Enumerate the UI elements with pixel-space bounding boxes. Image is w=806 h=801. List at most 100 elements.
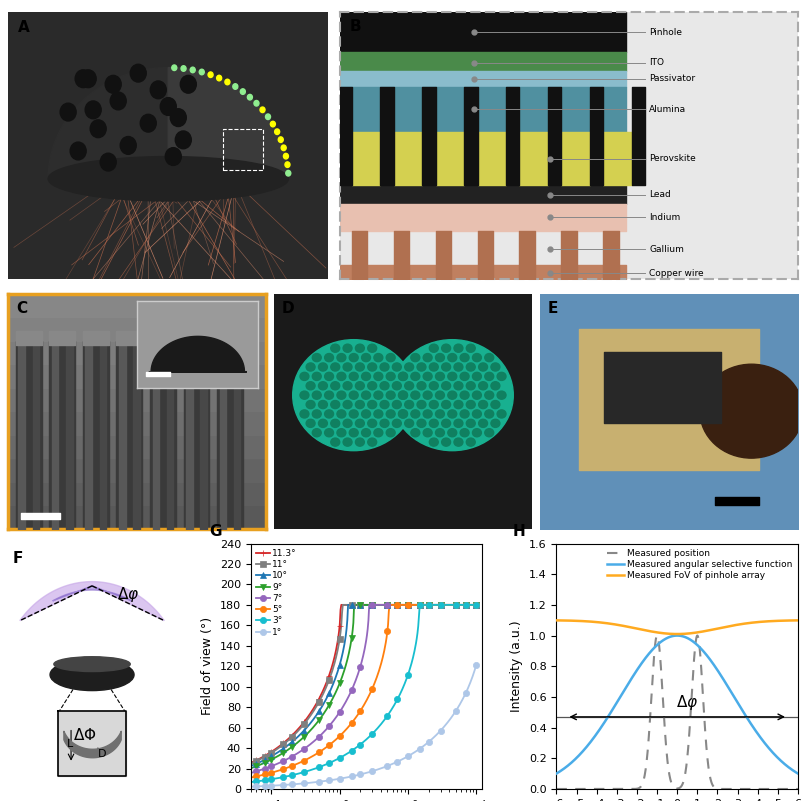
Circle shape — [181, 75, 197, 93]
Circle shape — [700, 364, 803, 458]
Circle shape — [330, 363, 339, 371]
Circle shape — [454, 419, 463, 428]
Circle shape — [442, 382, 451, 390]
Circle shape — [306, 400, 315, 409]
Circle shape — [411, 353, 420, 362]
Circle shape — [435, 391, 444, 399]
Circle shape — [217, 75, 222, 81]
Circle shape — [286, 171, 291, 176]
Circle shape — [442, 344, 451, 352]
Circle shape — [300, 391, 309, 399]
Circle shape — [260, 107, 265, 113]
Text: Perovskite: Perovskite — [649, 155, 696, 163]
Circle shape — [430, 363, 438, 371]
Circle shape — [423, 429, 432, 437]
Measured position — [576, 784, 586, 794]
Circle shape — [343, 382, 352, 390]
Circle shape — [325, 429, 334, 437]
Circle shape — [349, 353, 358, 362]
Circle shape — [312, 410, 322, 418]
Circle shape — [448, 429, 457, 437]
Circle shape — [405, 419, 413, 428]
Text: $\Delta\varphi$: $\Delta\varphi$ — [676, 694, 699, 712]
Circle shape — [411, 391, 420, 399]
Circle shape — [423, 353, 432, 362]
Circle shape — [343, 438, 352, 446]
Measured FoV of pinhole array — [551, 616, 561, 626]
Circle shape — [75, 70, 91, 87]
Text: C: C — [16, 301, 27, 316]
Measured FoV of pinhole array — [658, 628, 667, 638]
Measured position — [652, 630, 662, 640]
Circle shape — [349, 429, 358, 437]
Measured angular selective function — [551, 769, 561, 779]
Circle shape — [454, 400, 463, 409]
Circle shape — [435, 410, 444, 418]
Circle shape — [460, 372, 469, 380]
Measured angular selective function — [717, 673, 727, 682]
Circle shape — [199, 69, 204, 74]
Circle shape — [386, 429, 395, 437]
Measured position — [793, 784, 803, 794]
Circle shape — [208, 72, 213, 78]
Circle shape — [386, 353, 395, 362]
Circle shape — [374, 391, 383, 399]
Circle shape — [423, 410, 432, 418]
Circle shape — [60, 103, 76, 121]
Circle shape — [448, 410, 457, 418]
Circle shape — [435, 429, 444, 437]
Circle shape — [398, 410, 408, 418]
Circle shape — [398, 410, 408, 418]
Circle shape — [442, 400, 451, 409]
Circle shape — [479, 419, 488, 428]
Circle shape — [442, 438, 451, 446]
Circle shape — [430, 344, 438, 352]
Circle shape — [165, 147, 181, 166]
Circle shape — [90, 120, 106, 138]
Circle shape — [362, 410, 371, 418]
Circle shape — [380, 382, 389, 390]
Circle shape — [472, 410, 481, 418]
Circle shape — [448, 353, 457, 362]
Circle shape — [106, 75, 121, 93]
Circle shape — [374, 410, 383, 418]
Circle shape — [362, 353, 371, 362]
Circle shape — [467, 344, 476, 352]
Circle shape — [448, 372, 457, 380]
Text: $\Delta\Phi$: $\Delta\Phi$ — [73, 727, 97, 743]
Circle shape — [247, 95, 252, 100]
Circle shape — [472, 372, 481, 380]
Circle shape — [460, 429, 469, 437]
Circle shape — [386, 391, 395, 399]
Text: E: E — [547, 301, 558, 316]
Circle shape — [393, 382, 401, 390]
Circle shape — [484, 429, 494, 437]
Circle shape — [472, 353, 481, 362]
Measured angular selective function — [650, 643, 659, 653]
Text: Pinhole: Pinhole — [649, 27, 682, 37]
Circle shape — [497, 391, 506, 399]
Circle shape — [278, 137, 283, 143]
Circle shape — [330, 419, 339, 428]
Circle shape — [330, 344, 339, 352]
Circle shape — [368, 400, 376, 409]
Circle shape — [417, 363, 426, 371]
Circle shape — [368, 344, 376, 352]
Circle shape — [343, 419, 352, 428]
Circle shape — [423, 391, 432, 399]
Circle shape — [325, 410, 334, 418]
Circle shape — [479, 382, 488, 390]
Measured position — [717, 784, 727, 794]
Circle shape — [491, 400, 500, 409]
Circle shape — [405, 382, 413, 390]
Circle shape — [318, 382, 327, 390]
Circle shape — [355, 419, 364, 428]
Circle shape — [435, 372, 444, 380]
Circle shape — [393, 363, 401, 371]
Circle shape — [497, 410, 506, 418]
Circle shape — [306, 382, 315, 390]
Circle shape — [368, 419, 376, 428]
Circle shape — [110, 92, 127, 110]
Circle shape — [312, 372, 322, 380]
Polygon shape — [20, 582, 164, 621]
